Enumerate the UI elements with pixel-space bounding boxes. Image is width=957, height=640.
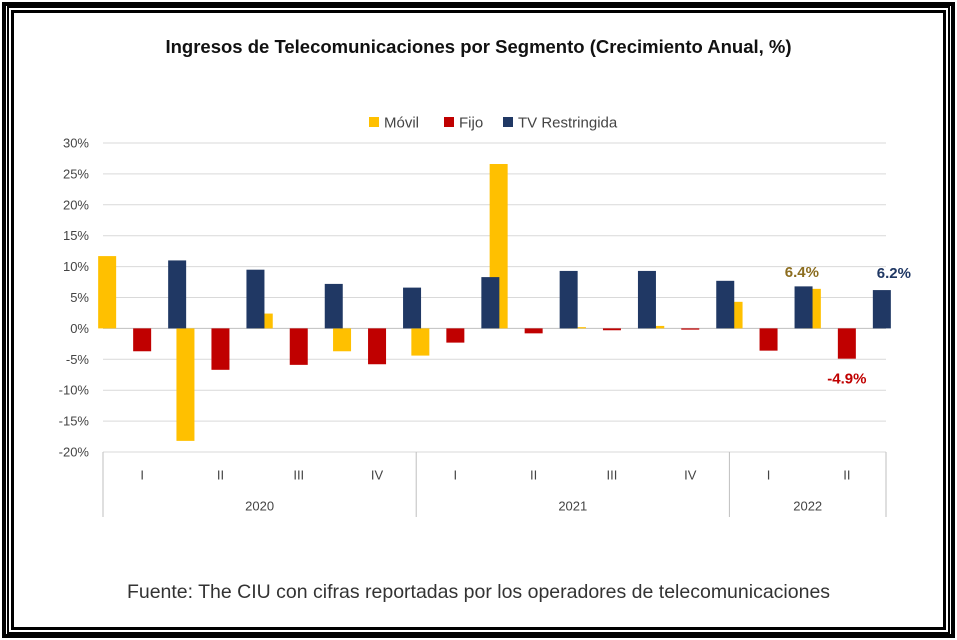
- bar-fijo: [524, 328, 543, 334]
- bar-tv-restringida: [481, 277, 500, 329]
- bar-movil: [176, 328, 195, 441]
- bar-tv-restringida: [403, 287, 422, 329]
- bar-fijo: [289, 328, 308, 365]
- bar-fijo: [759, 328, 778, 351]
- data-label: 6.2%: [877, 265, 911, 282]
- source-note: Fuente: The CIU con cifras reportadas po…: [126, 581, 831, 603]
- x-tick-label: II: [843, 468, 850, 483]
- y-tick-label: -10%: [59, 383, 90, 398]
- data-label: -4.9%: [827, 371, 866, 388]
- bar-tv-restringida: [637, 270, 656, 329]
- x-tick-label: IV: [371, 468, 384, 483]
- bar-tv-restringida: [794, 286, 813, 329]
- legend-label: Fijo: [459, 115, 483, 132]
- bar-fijo: [602, 328, 621, 331]
- bar-fijo: [446, 328, 465, 343]
- y-tick-label: 15%: [63, 228, 89, 243]
- bar-tv-restringida: [324, 283, 343, 329]
- y-tick-label: 20%: [63, 197, 89, 212]
- x-tick-label: I: [767, 468, 771, 483]
- x-tick-label: I: [454, 468, 458, 483]
- legend-label: Móvil: [384, 115, 419, 132]
- y-tick-label: -15%: [59, 414, 90, 429]
- legend-swatch: [444, 117, 454, 127]
- x-tick-label: I: [140, 468, 144, 483]
- legend-swatch: [503, 117, 513, 127]
- chart-title: Ingresos de Telecomunicaciones por Segme…: [165, 36, 792, 57]
- bar-movil: [411, 328, 430, 356]
- bar-tv-restringida: [716, 280, 735, 329]
- x-tick-label: III: [293, 468, 304, 483]
- y-tick-label: 30%: [63, 136, 89, 151]
- y-tick-label: 10%: [63, 259, 89, 274]
- x-tick-label: II: [530, 468, 537, 483]
- y-tick-label: -5%: [66, 352, 90, 367]
- y-tick-label: 25%: [63, 166, 89, 181]
- x-group-label: 2021: [558, 499, 587, 514]
- bar-fijo: [211, 328, 230, 370]
- y-tick-label: -20%: [59, 445, 90, 460]
- x-group-label: 2022: [793, 499, 822, 514]
- x-tick-label: II: [217, 468, 224, 483]
- legend-swatch: [369, 117, 379, 127]
- bar-movil: [333, 328, 352, 352]
- bar-tv-restringida: [559, 270, 578, 329]
- y-tick-label: 5%: [70, 290, 89, 305]
- y-tick-label: 0%: [70, 321, 89, 336]
- legend-label: TV Restringida: [518, 115, 618, 132]
- bar-fijo: [133, 328, 152, 352]
- bar-tv-restringida: [246, 269, 265, 329]
- data-label: 6.4%: [785, 264, 819, 281]
- x-tick-label: IV: [684, 468, 697, 483]
- x-group-label: 2020: [245, 499, 274, 514]
- bar-movil: [98, 256, 117, 329]
- bar-tv-restringida: [168, 260, 187, 329]
- bar-fijo: [368, 328, 387, 365]
- x-tick-label: III: [607, 468, 618, 483]
- bar-tv-restringida: [872, 290, 891, 329]
- inner-frame: [11, 10, 946, 630]
- bar-fijo: [681, 328, 700, 330]
- bar-fijo: [837, 328, 856, 359]
